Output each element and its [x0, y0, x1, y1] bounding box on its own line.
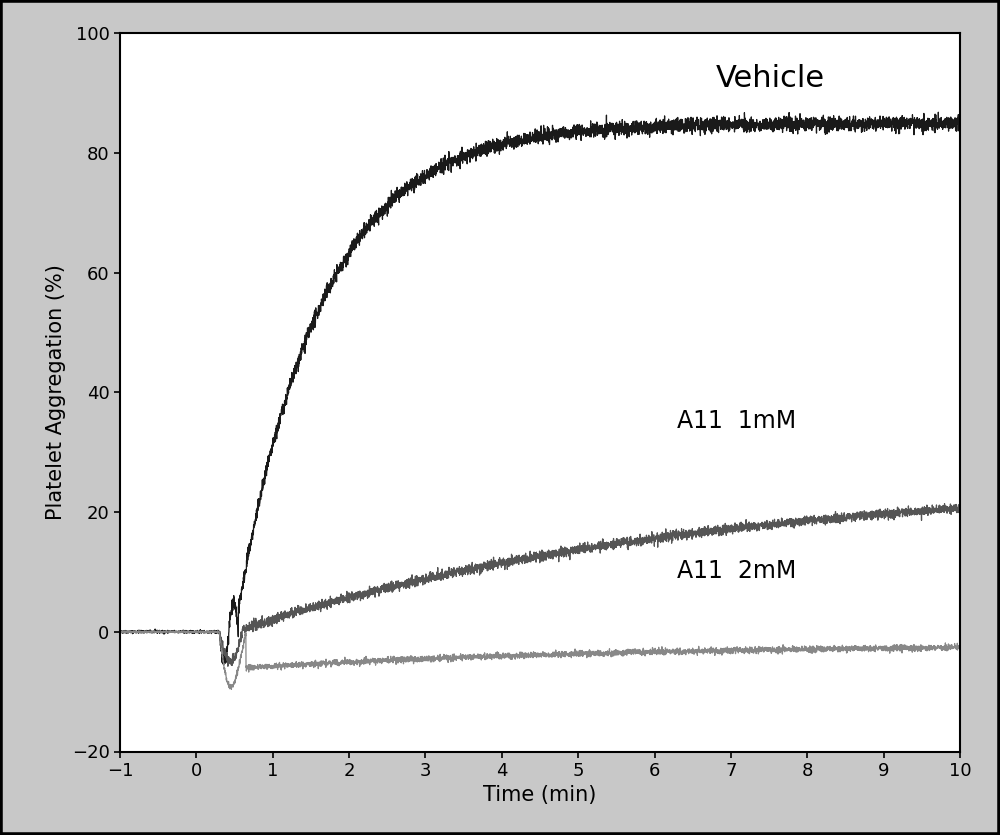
Text: A11  2mM: A11 2mM	[677, 559, 797, 583]
X-axis label: Time (min): Time (min)	[483, 786, 597, 806]
Text: A11  1mM: A11 1mM	[677, 409, 797, 433]
Text: Vehicle: Vehicle	[716, 64, 825, 94]
Y-axis label: Platelet Aggregation (%): Platelet Aggregation (%)	[46, 265, 66, 520]
